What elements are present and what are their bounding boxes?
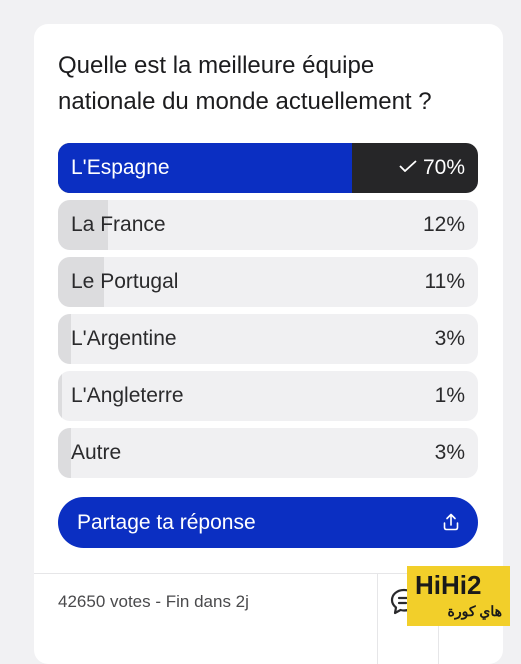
footer-separator: [377, 574, 378, 664]
poll-option-autre[interactable]: Autre 3%: [58, 428, 478, 478]
watermark-logo-text: HiHi2: [415, 570, 482, 600]
option-result-bar: [58, 257, 105, 307]
poll-option-argentine[interactable]: L'Argentine 3%: [58, 314, 478, 364]
poll-card: Quelle est la meilleure équipe nationale…: [34, 24, 503, 664]
option-percent: 70%: [399, 143, 465, 193]
watermark-subtitle: هاي كورة: [447, 603, 503, 619]
share-icon: [443, 513, 459, 531]
poll-option-france[interactable]: La France 12%: [58, 200, 478, 250]
option-result-bar: [58, 371, 63, 421]
check-icon: [399, 160, 417, 173]
option-result-bar: [58, 314, 71, 364]
option-percent: 3%: [434, 441, 465, 464]
option-result-bar: [58, 200, 109, 250]
poll-option-angleterre[interactable]: L'Angleterre 1%: [58, 371, 478, 421]
share-button-label: Partage ta réponse: [77, 511, 256, 534]
watermark-logo: HiHi2 هاي كورة: [407, 566, 510, 626]
poll-option-espagne[interactable]: L'Espagne 70%: [58, 143, 478, 193]
poll-option-portugal[interactable]: Le Portugal 11%: [58, 257, 478, 307]
share-answer-button[interactable]: Partage ta réponse: [58, 497, 478, 548]
option-percent: 11%: [424, 270, 465, 293]
poll-vote-count: 42650 votes - Fin dans 2j: [58, 592, 249, 611]
option-label: Autre: [71, 441, 122, 464]
option-percent: 1%: [434, 384, 465, 407]
option-label: Le Portugal: [71, 270, 179, 293]
option-percent: 3%: [434, 327, 465, 350]
option-result-bar: [58, 143, 352, 193]
poll-options: L'Espagne 70% La France 12% Le Portugal …: [58, 143, 478, 485]
option-result-bar: [58, 428, 71, 478]
footer-divider: [34, 573, 503, 574]
option-label: L'Espagne: [71, 156, 170, 179]
option-label: L'Angleterre: [71, 384, 184, 407]
option-percent-value: 70%: [422, 156, 465, 179]
option-label: La France: [71, 213, 166, 236]
option-label: L'Argentine: [71, 327, 177, 350]
poll-question: Quelle est la meilleure équipe nationale…: [58, 52, 432, 115]
option-percent: 12%: [422, 213, 465, 236]
